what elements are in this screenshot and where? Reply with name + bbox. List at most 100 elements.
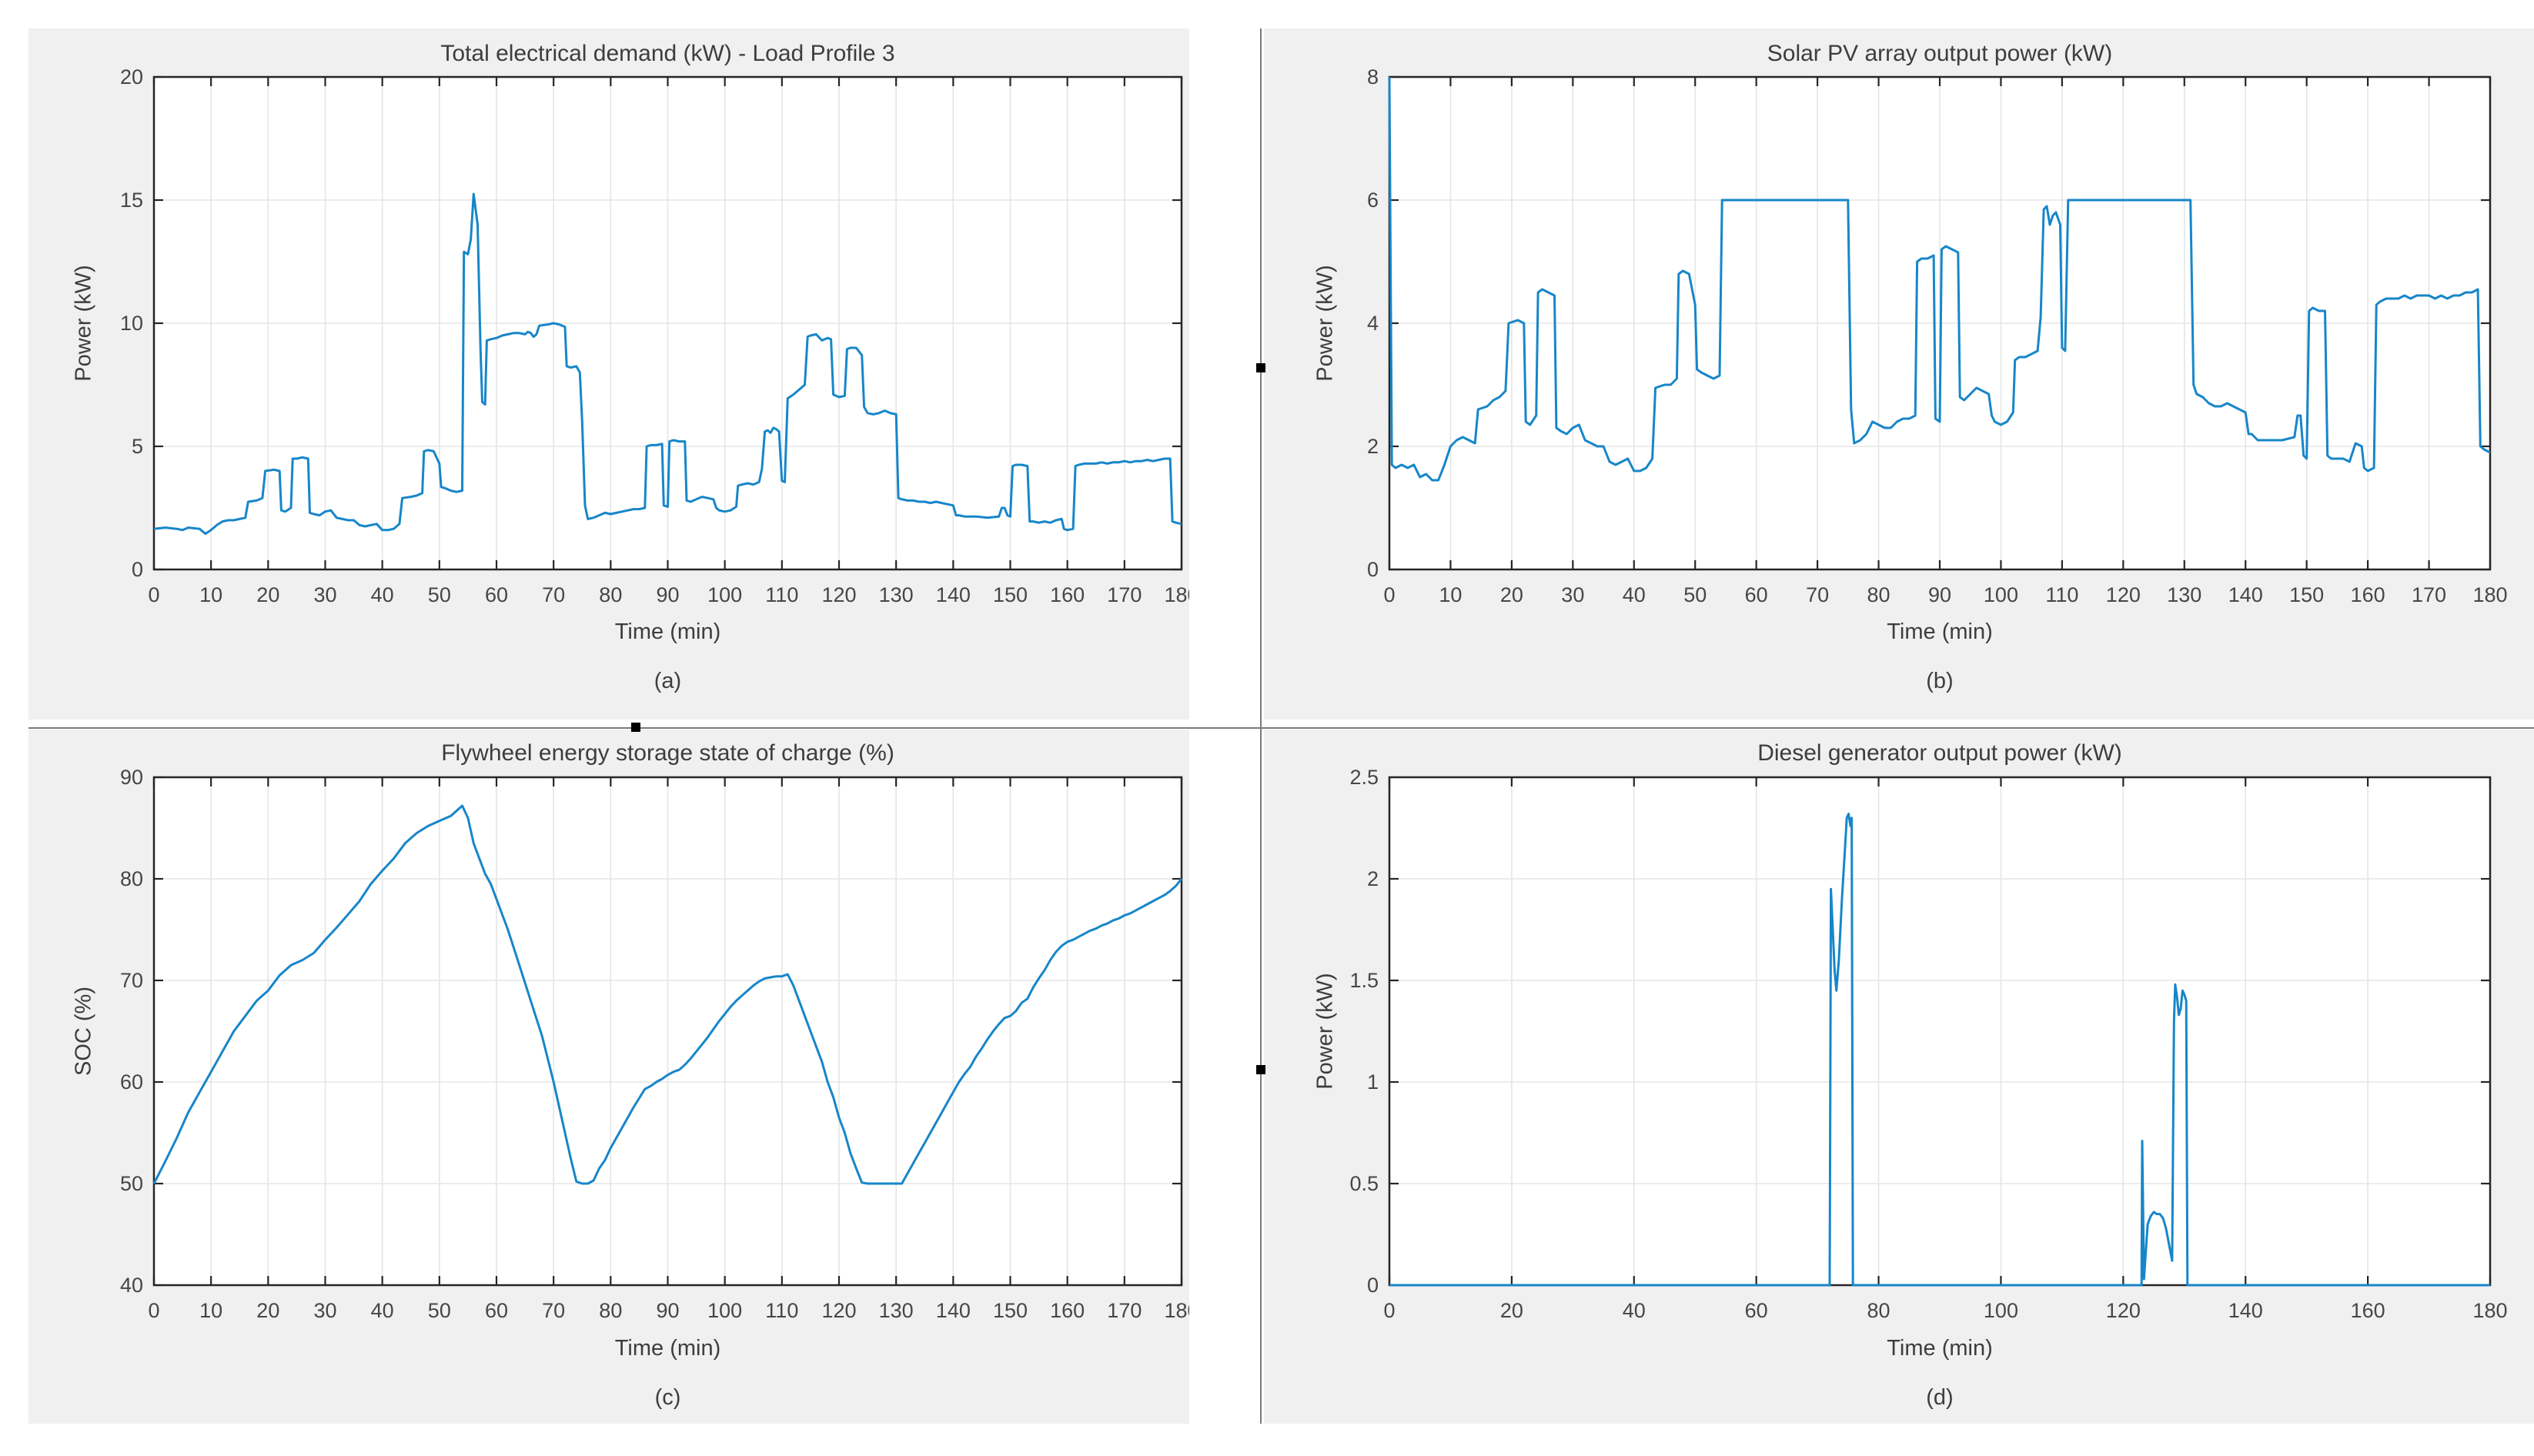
- svg-text:4: 4: [1367, 312, 1379, 335]
- svg-text:180: 180: [1164, 1299, 1189, 1322]
- svg-text:10: 10: [199, 1299, 222, 1322]
- svg-text:10: 10: [199, 583, 222, 606]
- svg-text:90: 90: [656, 583, 679, 606]
- svg-text:15: 15: [120, 189, 143, 212]
- svg-text:50: 50: [1683, 583, 1707, 606]
- svg-text:40: 40: [371, 583, 394, 606]
- svg-text:0: 0: [1383, 1299, 1395, 1322]
- subplot-d: 0 20 40 60 80 100 120 140 160 180 0 0.5 1 1.5 2 2.5 Die…: [1264, 730, 2534, 1424]
- svg-text:130: 130: [879, 1299, 914, 1322]
- svg-text:50: 50: [428, 583, 451, 606]
- svg-text:150: 150: [2289, 583, 2324, 606]
- svg-text:0: 0: [132, 558, 143, 581]
- subplot-c: 0 10 20 30 40 50 60 70 80 90 100 110 120 130 140 150 160…: [28, 730, 1189, 1424]
- svg-text:100: 100: [1984, 1299, 2018, 1322]
- svg-text:20: 20: [1500, 1299, 1523, 1322]
- svg-text:60: 60: [485, 583, 508, 606]
- svg-text:10: 10: [120, 312, 143, 335]
- subplot-a: 0 10 20 30 40 50 60 70 80 90 100 110 120 130 140 150 160…: [28, 28, 1189, 720]
- svg-text:1: 1: [1367, 1070, 1379, 1094]
- svg-text:20: 20: [256, 583, 279, 606]
- svg-text:100: 100: [707, 1299, 742, 1322]
- svg-text:130: 130: [2167, 583, 2201, 606]
- svg-text:20: 20: [1500, 583, 1523, 606]
- svg-text:80: 80: [120, 867, 143, 890]
- svg-text:30: 30: [313, 1299, 336, 1322]
- svg-text:50: 50: [428, 1299, 451, 1322]
- svg-text:160: 160: [1050, 583, 1085, 606]
- svg-text:40: 40: [1623, 1299, 1646, 1322]
- svg-text:0.5: 0.5: [1349, 1172, 1379, 1195]
- svg-text:60: 60: [485, 1299, 508, 1322]
- svg-text:70: 70: [542, 583, 565, 606]
- svg-text:180: 180: [2472, 1299, 2507, 1322]
- subplot-d-title: Diesel generator output power (kW): [1757, 740, 2122, 766]
- svg-text:80: 80: [599, 1299, 622, 1322]
- svg-text:0: 0: [1383, 583, 1395, 606]
- svg-text:80: 80: [1867, 583, 1890, 606]
- subplot-b: 0 10 20 30 40 50 60 70 80 90 100 110 120 130 140 150 160…: [1264, 28, 2534, 720]
- svg-text:90: 90: [120, 766, 143, 789]
- svg-text:140: 140: [936, 1299, 971, 1322]
- subplot-b-y-axis-label: Power (kW): [1312, 265, 1338, 382]
- svg-text:140: 140: [936, 583, 971, 606]
- svg-text:90: 90: [1928, 583, 1951, 606]
- svg-text:2: 2: [1367, 867, 1379, 890]
- svg-text:8: 8: [1367, 65, 1379, 88]
- subplot-a-title: Total electrical demand (kW) - Load Prof…: [440, 41, 895, 66]
- svg-text:20: 20: [120, 65, 143, 88]
- subplot-d-caption: (d): [1926, 1385, 1954, 1410]
- svg-text:160: 160: [1050, 1299, 1085, 1322]
- svg-text:40: 40: [120, 1274, 143, 1297]
- panel-divider-vertical: [1260, 28, 1262, 1424]
- svg-text:30: 30: [313, 583, 336, 606]
- panel-divider-horizontal: [28, 727, 2534, 729]
- subplot-c-plot: 0 10 20 30 40 50 60 70 80 90 100 110 120 130 140 150 160…: [120, 766, 1189, 1322]
- svg-text:70: 70: [542, 1299, 565, 1322]
- panel-resize-handle[interactable]: [1256, 1065, 1265, 1074]
- svg-text:0: 0: [148, 1299, 159, 1322]
- panel-resize-handle[interactable]: [631, 723, 640, 732]
- svg-text:110: 110: [2045, 583, 2078, 606]
- svg-text:170: 170: [1107, 583, 1142, 606]
- svg-text:70: 70: [120, 969, 143, 992]
- svg-text:30: 30: [1561, 583, 1584, 606]
- svg-text:5: 5: [132, 435, 143, 458]
- subplot-a-x-axis-label: Time (min): [614, 619, 721, 644]
- svg-text:6: 6: [1367, 189, 1379, 212]
- subplot-d-plot: 0 20 40 60 80 100 120 140 160 180 0 0.5 1 1.5 2 2.5: [1349, 766, 2507, 1322]
- svg-text:60: 60: [1745, 583, 1768, 606]
- svg-text:40: 40: [371, 1299, 394, 1322]
- svg-text:90: 90: [656, 1299, 679, 1322]
- svg-text:120: 120: [821, 583, 856, 606]
- subplot-a-plot: 0 10 20 30 40 50 60 70 80 90 100 110 120 130 140 150 160…: [120, 65, 1189, 606]
- subplot-c-caption: (c): [654, 1385, 681, 1410]
- svg-text:160: 160: [2351, 1299, 2385, 1322]
- subplot-b-plot: 0 10 20 30 40 50 60 70 80 90 100 110 120 130 140 150 160…: [1367, 65, 2508, 606]
- subplot-c-y-axis-label: SOC (%): [71, 987, 96, 1076]
- svg-text:120: 120: [821, 1299, 856, 1322]
- svg-text:80: 80: [599, 583, 622, 606]
- svg-text:110: 110: [765, 583, 798, 606]
- svg-text:2: 2: [1367, 435, 1379, 458]
- svg-text:130: 130: [879, 583, 914, 606]
- subplot-a-y-axis-label: Power (kW): [71, 265, 96, 382]
- svg-text:140: 140: [2228, 583, 2263, 606]
- svg-text:100: 100: [1984, 583, 2018, 606]
- svg-text:180: 180: [2472, 583, 2507, 606]
- subplot-d-y-axis-label: Power (kW): [1312, 973, 1338, 1090]
- svg-text:170: 170: [1107, 1299, 1142, 1322]
- panel-resize-handle[interactable]: [1256, 363, 1265, 372]
- svg-text:20: 20: [256, 1299, 279, 1322]
- svg-text:150: 150: [993, 583, 1028, 606]
- svg-text:110: 110: [765, 1299, 798, 1322]
- subplot-c-x-axis-label: Time (min): [614, 1336, 721, 1361]
- svg-text:140: 140: [2228, 1299, 2263, 1322]
- svg-text:40: 40: [1623, 583, 1646, 606]
- svg-text:170: 170: [2412, 583, 2446, 606]
- svg-text:0: 0: [1367, 558, 1379, 581]
- subplot-b-caption: (b): [1926, 669, 1954, 693]
- subplot-b-x-axis-label: Time (min): [1887, 619, 1993, 644]
- svg-text:0: 0: [148, 583, 159, 606]
- subplot-a-caption: (a): [654, 669, 682, 693]
